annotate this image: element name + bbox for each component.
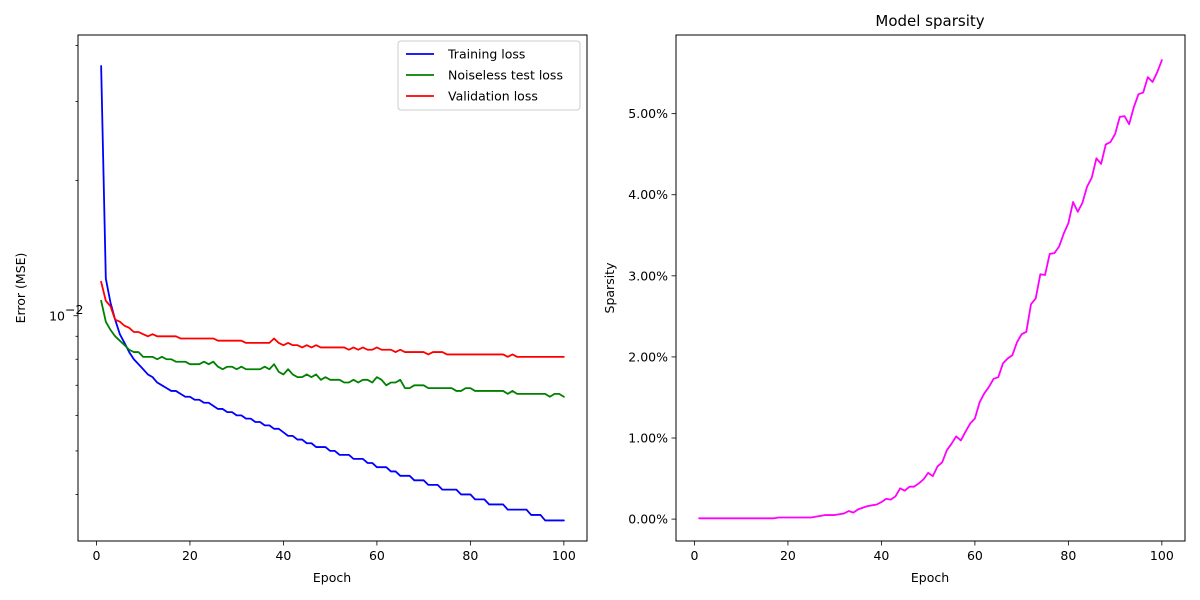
loss-x-tick-label: 40: [275, 548, 291, 563]
loss-series-group: [100, 65, 565, 522]
loss-x-tick-label: 20: [182, 548, 198, 563]
sparsity-series-group: [698, 59, 1163, 520]
loss-y-tick-label: 10: [49, 308, 65, 323]
sparsity-chart: Model sparsity 0 20 40 60 80 100 0.00% 1.00% 2.…: [602, 12, 1186, 585]
loss-x-tick-label: 100: [552, 548, 576, 563]
sparsity-chart-title: Model sparsity: [875, 12, 984, 30]
sparsity-x-axis-label: Epoch: [911, 570, 949, 585]
sparsity-x-ticks: 0 20 40 60 80 100: [690, 541, 1174, 563]
loss-x-tick-label: 0: [92, 548, 100, 563]
noiseless-test-loss-line: [100, 299, 565, 398]
sparsity-y-tick-label: 0.00%: [628, 512, 668, 527]
sparsity-y-tick-label: 1.00%: [628, 431, 668, 446]
sparsity-x-tick-label: 100: [1150, 548, 1174, 563]
loss-x-axis-label: Epoch: [313, 570, 351, 585]
sparsity-y-axis-label: Sparsity: [602, 262, 617, 314]
legend-label-training-loss: Training loss: [447, 47, 525, 62]
validation-loss-line: [100, 280, 565, 358]
training-loss-line: [100, 65, 565, 522]
sparsity-axes-frame: [675, 34, 1186, 542]
loss-x-tick-label: 80: [462, 548, 478, 563]
sparsity-x-tick-label: 40: [873, 548, 889, 563]
sparsity-series-0-line: [698, 59, 1163, 520]
sparsity-x-tick-label: 0: [690, 548, 698, 563]
loss-x-tick-label: 60: [369, 548, 385, 563]
legend-frame: [397, 40, 581, 111]
loss-y-axis-label: Error (MSE): [13, 253, 28, 324]
loss-legend: Training loss Noiseless test loss Validati…: [397, 40, 581, 111]
sparsity-x-tick-label: 20: [780, 548, 796, 563]
loss-chart: 0 20 40 60 80 100 10 −2 Epoch Error (MSE) Trai…: [13, 34, 588, 585]
sparsity-y-tick-label: 5.00%: [628, 106, 668, 121]
sparsity-y-tick-label: 3.00%: [628, 268, 668, 283]
sparsity-y-tick-label: 4.00%: [628, 187, 668, 202]
legend-label-validation-loss: Validation loss: [448, 89, 538, 104]
legend-label-noiseless-test-loss: Noiseless test loss: [448, 68, 563, 83]
loss-axes-frame: [77, 34, 588, 542]
sparsity-x-tick-label: 60: [967, 548, 983, 563]
loss-x-ticks: 0 20 40 60 80 100: [92, 541, 576, 563]
sparsity-y-ticks: 0.00% 1.00% 2.00% 3.00% 4.00% 5.00%: [628, 106, 676, 527]
sparsity-x-tick-label: 80: [1060, 548, 1076, 563]
sparsity-y-tick-label: 2.00%: [628, 349, 668, 364]
loss-y-ticks: 10 −2: [49, 45, 83, 495]
loss-y-tick-exponent: −2: [65, 302, 83, 317]
